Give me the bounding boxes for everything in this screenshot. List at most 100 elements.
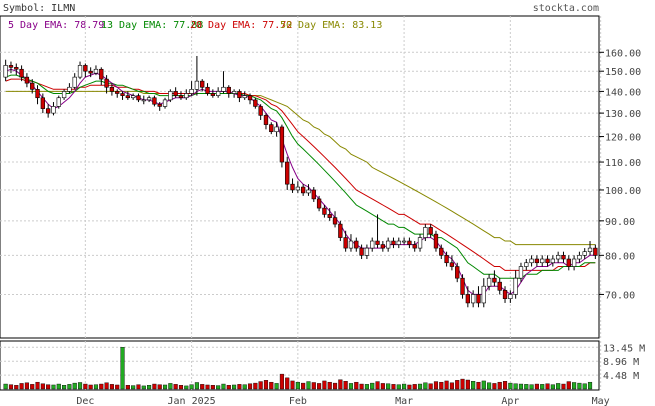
candle-body <box>343 237 348 249</box>
candle-body <box>40 97 46 109</box>
candle-body <box>56 97 61 107</box>
symbol-label: Symbol: ILMN <box>3 3 75 14</box>
candle-body <box>237 91 242 99</box>
volume-bar <box>572 382 577 390</box>
candle-body <box>470 294 476 304</box>
candle-body <box>226 86 231 94</box>
volume-bars <box>3 347 593 390</box>
volume-bar <box>162 384 168 390</box>
volume-bar <box>545 383 550 390</box>
candle-body <box>231 91 237 94</box>
candle-body <box>370 240 375 249</box>
candle-body <box>380 244 386 249</box>
volume-bar <box>109 384 114 390</box>
volume-bar <box>449 382 454 390</box>
volume-bar <box>417 383 423 390</box>
candle-body <box>99 68 104 80</box>
volume-bar <box>8 384 14 390</box>
candle-body <box>492 277 497 283</box>
candle-body <box>120 93 125 96</box>
candle-body <box>407 240 412 245</box>
candle-body <box>444 255 449 264</box>
volume-bar <box>157 384 162 390</box>
candle-body <box>194 80 200 90</box>
candle-body <box>354 240 359 249</box>
candle-body <box>348 240 354 249</box>
candle-body <box>338 223 343 238</box>
volume-bar <box>348 383 354 390</box>
ema20-line <box>5 78 596 271</box>
volume-bar <box>83 383 88 390</box>
volume-bar <box>582 383 587 390</box>
legend-ema50: 50 Day EMA: 83.13 <box>280 20 382 31</box>
volume-bar <box>72 382 77 390</box>
candle-body <box>88 70 93 74</box>
price-panel <box>0 15 600 339</box>
candle-body <box>45 108 51 114</box>
candle-body <box>3 65 8 78</box>
volume-bar <box>274 383 279 390</box>
volume-bar <box>56 383 61 390</box>
volume-bar <box>370 382 375 390</box>
volume-bar <box>99 383 104 390</box>
volume-bar <box>471 381 476 390</box>
candle-body <box>455 266 460 279</box>
volume-bar <box>487 382 492 390</box>
volume-bar <box>354 381 359 390</box>
candle-body <box>327 214 332 218</box>
volume-bar <box>465 379 470 390</box>
volume-bar <box>3 383 8 390</box>
candle-body <box>184 93 189 99</box>
candle-body <box>555 255 561 260</box>
candle-body <box>35 89 40 99</box>
candle-body <box>189 89 194 94</box>
volume-axis: 13.45 M 8.96 M 4.48 M <box>603 343 645 382</box>
volume-bar <box>221 383 226 390</box>
candle-body <box>8 65 14 68</box>
volume-bar <box>433 381 439 390</box>
candle-body <box>269 124 274 133</box>
ema13-line <box>5 74 596 279</box>
candle-body <box>486 277 492 287</box>
candle-body <box>417 237 423 249</box>
volume-bar <box>306 381 311 390</box>
candle-body <box>428 227 433 235</box>
candle-body <box>300 186 306 194</box>
candle-body <box>168 91 173 101</box>
volume-tick-label: 13.45 M <box>603 343 645 354</box>
brand-label: stockta.com <box>533 3 599 14</box>
volume-bar <box>62 385 67 390</box>
candle-body <box>502 289 508 299</box>
volume-bar <box>540 384 545 390</box>
candle-body <box>439 247 444 256</box>
grid <box>0 16 602 390</box>
price-axis: 160.00 150.00 140.00 130.00 120.00 110.00 100.… <box>599 48 641 301</box>
volume-bar <box>136 384 141 390</box>
volume-bar <box>476 381 481 390</box>
x-tick-label: Dec <box>76 396 94 406</box>
legend-ema5: 5 Day EMA: 78.79 <box>8 20 104 31</box>
volume-panel <box>0 340 600 391</box>
candle-body <box>566 258 571 267</box>
volume-bar <box>40 383 45 390</box>
volume-bar <box>338 379 343 390</box>
volume-bar <box>396 384 401 390</box>
volume-bar <box>120 347 125 390</box>
candle-body <box>205 86 210 94</box>
volume-bar <box>364 384 369 390</box>
candle-body <box>258 106 263 116</box>
volume-bar <box>19 383 24 390</box>
candle-body <box>72 76 77 88</box>
price-tick-label: 160.00 <box>605 48 641 59</box>
volume-bar <box>460 378 465 390</box>
volume-bar <box>534 383 539 390</box>
price-tick-label: 120.00 <box>605 133 641 144</box>
volume-bar <box>216 385 221 390</box>
candle-body <box>465 294 471 304</box>
candle-body <box>83 65 88 72</box>
candle-body <box>322 207 327 215</box>
candle-body <box>125 95 131 99</box>
volume-bar <box>178 385 184 390</box>
volume-bar <box>391 384 396 390</box>
legend-ema20: 20 Day EMA: 77.72 <box>190 20 292 31</box>
